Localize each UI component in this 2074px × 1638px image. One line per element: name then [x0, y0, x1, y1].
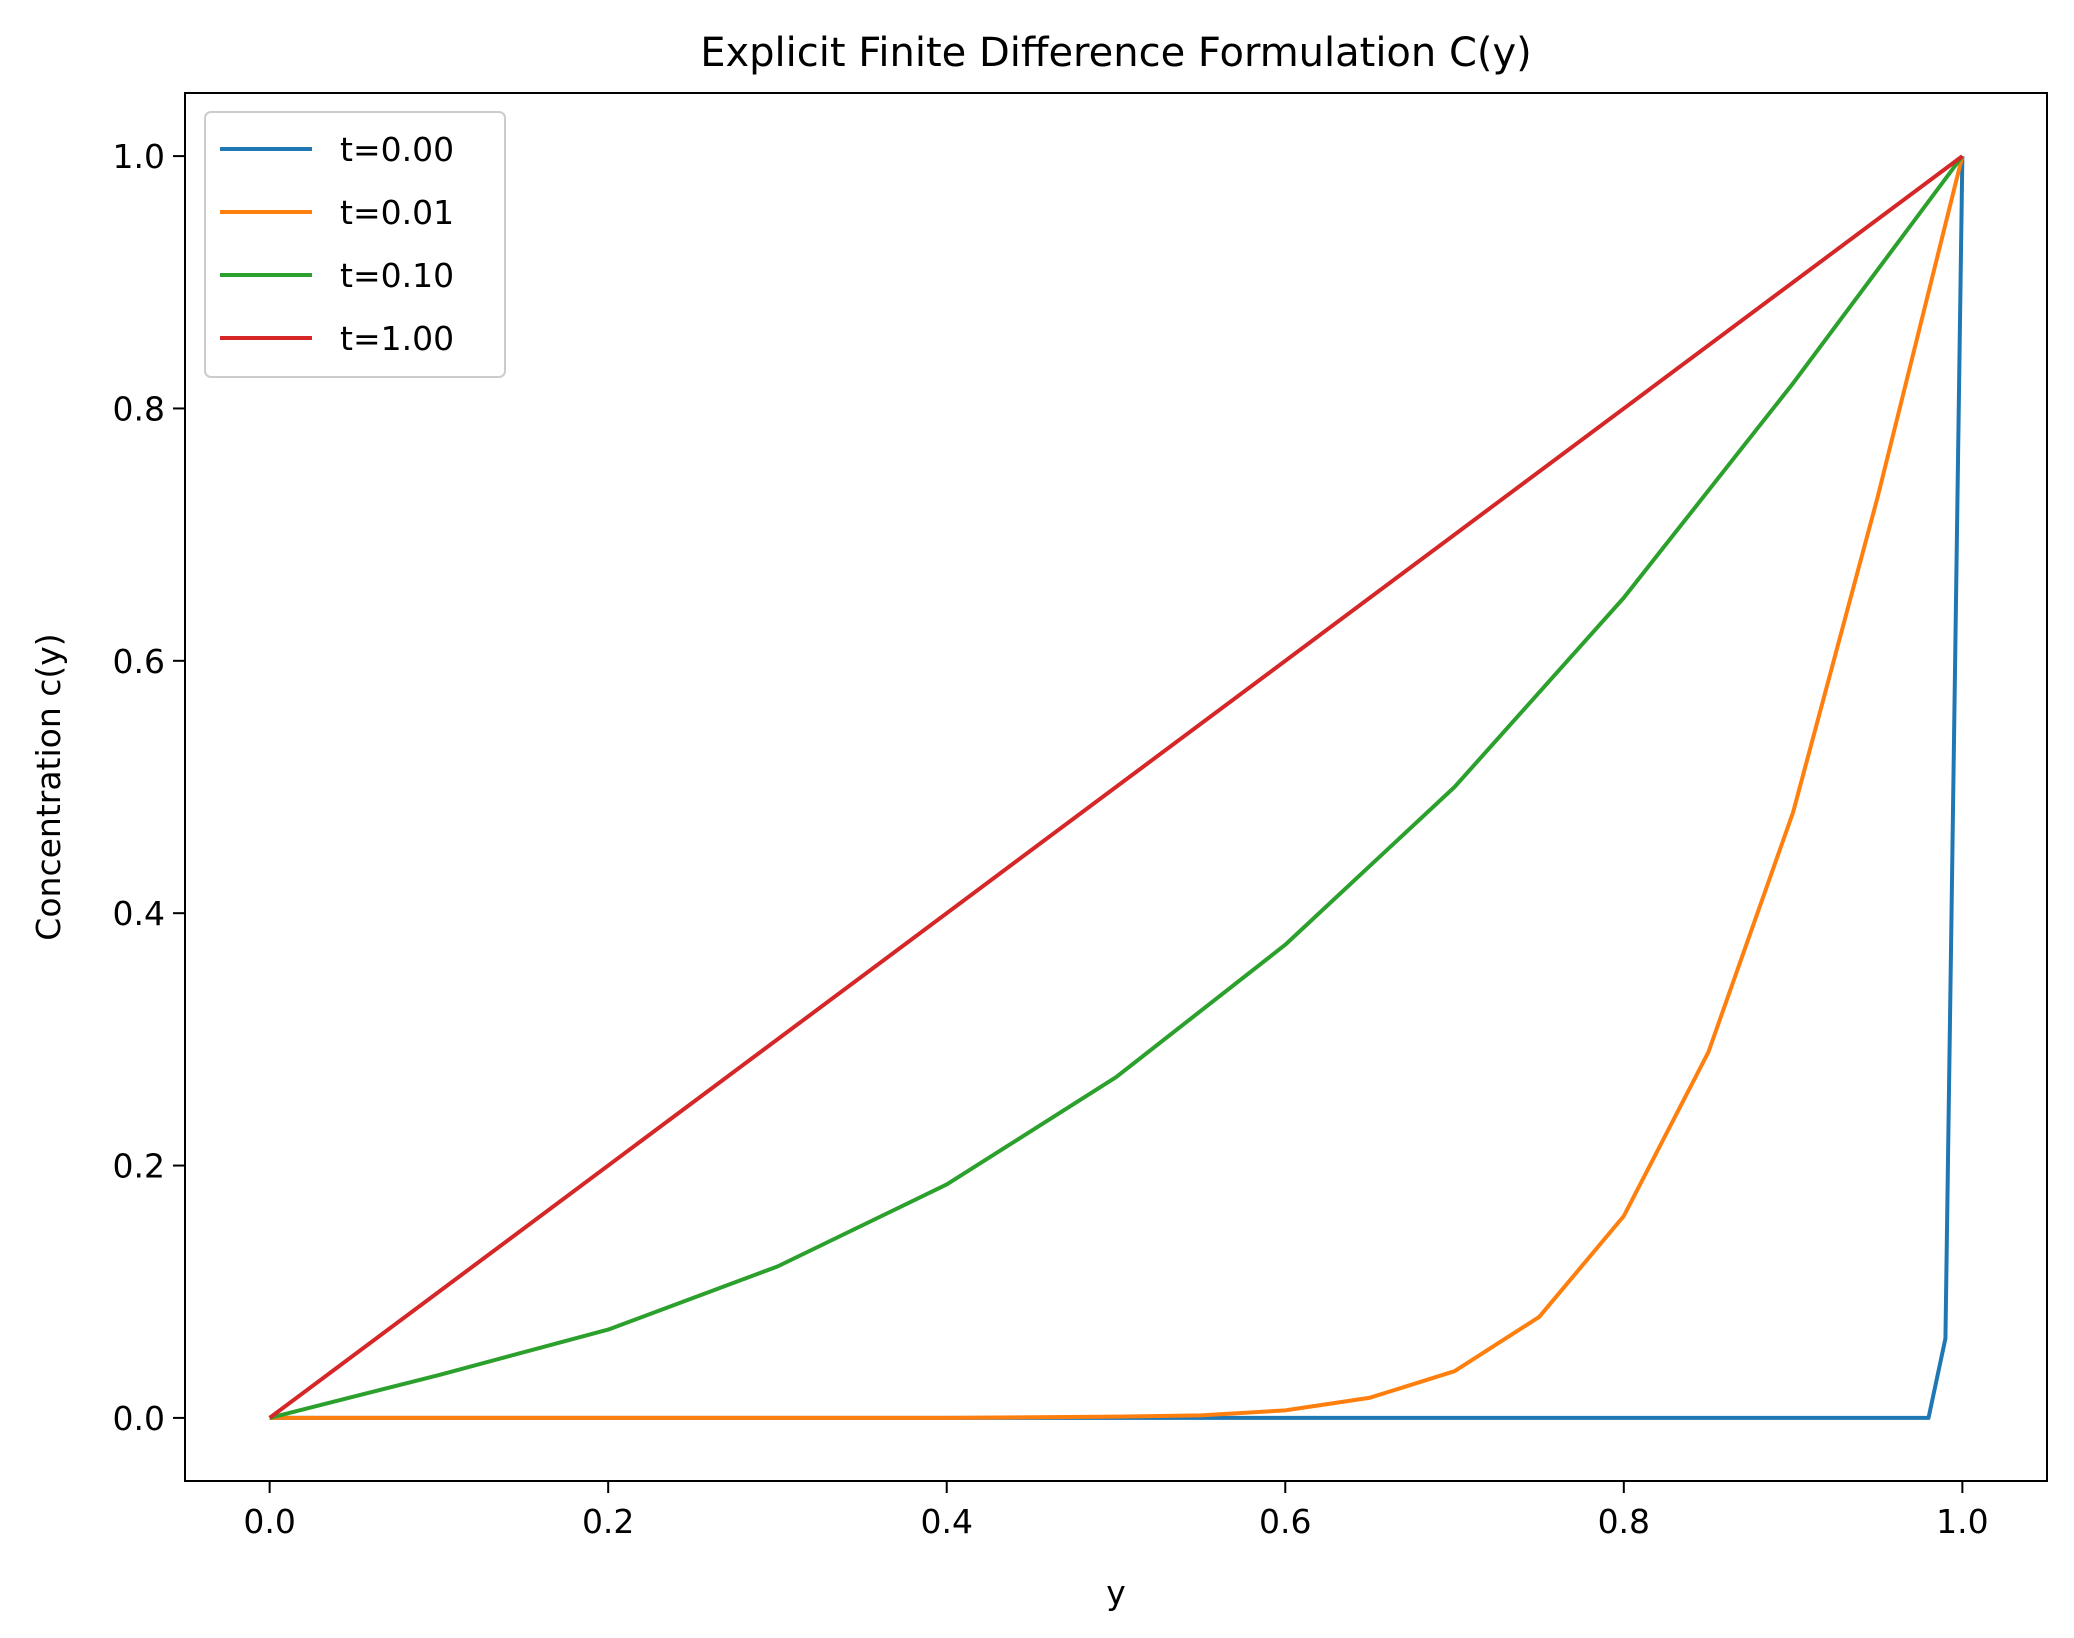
series-line-2	[269, 154, 1964, 1420]
series-line-3	[268, 154, 1964, 1420]
plot-area	[184, 92, 2048, 1482]
x-tick-label-1: 0.2	[582, 1502, 634, 1541]
x-tick-label-5: 1.0	[1936, 1502, 1988, 1541]
series-layer	[268, 154, 1965, 1420]
axes-frame	[184, 92, 2048, 1482]
y-tick-label-0: 0.0	[113, 1399, 165, 1438]
y-tick-label-3: 0.6	[113, 642, 165, 681]
y-tick-label-5: 1.0	[113, 137, 165, 176]
x-axis-label: y	[1106, 1573, 1126, 1612]
y-axis: 0.0 0.2 0.4 0.6 0.8 1.0	[113, 137, 185, 1438]
x-tick-label-3: 0.6	[1259, 1502, 1311, 1541]
legend-label-1: t=0.01	[340, 193, 454, 232]
x-axis: 0.0 0.2 0.4 0.6 0.8 1.0	[243, 1481, 1989, 1541]
y-tick-label-4: 0.8	[113, 389, 165, 428]
y-tick-label-1: 0.2	[113, 1147, 165, 1186]
x-tick-label-2: 0.4	[920, 1502, 972, 1541]
legend-label-2: t=0.10	[340, 256, 454, 295]
legend-box	[204, 111, 506, 378]
y-axis-label: Concentration c(y)	[29, 633, 68, 940]
x-tick-label-0: 0.0	[243, 1502, 295, 1541]
legend-label-0: t=0.00	[340, 130, 454, 169]
series-line-1	[269, 155, 1965, 1420]
legend-label-3: t=1.00	[340, 319, 454, 358]
x-tick-label-4: 0.8	[1598, 1502, 1650, 1541]
legend: t=0.00 t=0.01 t=0.10 t=1.00	[204, 111, 506, 378]
chart-title: Explicit Finite Difference Formulation C…	[700, 30, 1532, 76]
y-tick-label-2: 0.4	[113, 894, 165, 933]
